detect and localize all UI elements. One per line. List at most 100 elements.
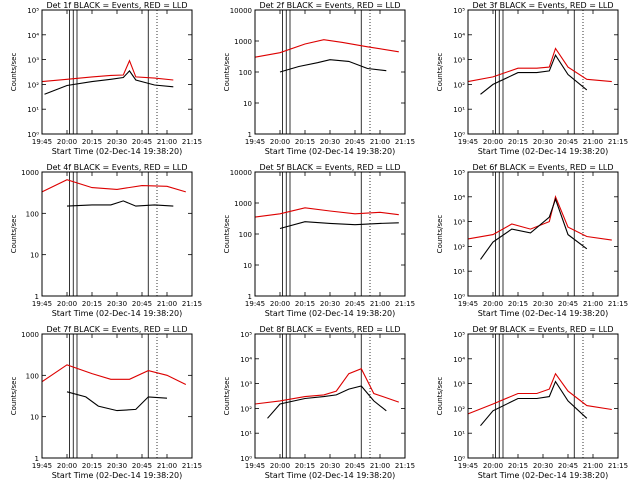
y-tick-label: 10² bbox=[240, 405, 252, 413]
panel-title: Det 8f BLACK = Events, RED = LLD bbox=[259, 325, 400, 334]
y-tick-label: 10⁵ bbox=[453, 331, 465, 339]
panel-det-3: Det 3f BLACK = Events, RED = LLD 10⁰ 10¹ 10… bbox=[436, 1, 628, 156]
x-tick-label: 21:00 bbox=[157, 462, 177, 470]
y-tick-label: 100 bbox=[26, 210, 39, 218]
x-tick-label: 21:00 bbox=[370, 138, 390, 146]
y-tick-label: 10⁰ bbox=[453, 293, 465, 301]
x-tick-label: 20:15 bbox=[508, 300, 528, 308]
y-tick-label: 10¹ bbox=[240, 430, 252, 438]
x-axis-title: Start Time (02-Dec-14 19:38:20) bbox=[265, 309, 396, 318]
panel-det-9: Det 9f BLACK = Events, RED = LLD 10⁰ 10¹ 10… bbox=[436, 325, 628, 480]
x-tick-label: 21:15 bbox=[608, 300, 628, 308]
x-tick-label: 20:30 bbox=[107, 138, 127, 146]
x-tick-label: 21:15 bbox=[182, 462, 202, 470]
panel-title: Det 1f BLACK = Events, RED = LLD bbox=[46, 1, 187, 10]
y-tick-label: 10² bbox=[27, 81, 39, 89]
x-tick-label: 20:00 bbox=[483, 462, 503, 470]
x-tick-label: 20:30 bbox=[320, 138, 340, 146]
y-tick-label: 10⁴ bbox=[27, 32, 39, 40]
x-tick-label: 20:45 bbox=[345, 462, 365, 470]
y-tick-label: 10⁴ bbox=[240, 356, 252, 364]
x-tick-label: 19:45 bbox=[245, 300, 265, 308]
panel-title: Det 5f BLACK = Events, RED = LLD bbox=[259, 163, 400, 172]
x-tick-label: 21:15 bbox=[395, 138, 415, 146]
x-tick-label: 21:15 bbox=[182, 138, 202, 146]
y-axis-title: Counts/sec bbox=[10, 215, 18, 254]
x-tick-label: 20:45 bbox=[132, 462, 152, 470]
x-tick-label: 19:45 bbox=[245, 462, 265, 470]
y-tick-label: 10⁵ bbox=[27, 7, 39, 15]
y-tick-label: 1 bbox=[248, 293, 252, 301]
y-tick-label: 1000 bbox=[21, 169, 39, 177]
panel-title: Det 2f BLACK = Events, RED = LLD bbox=[259, 1, 400, 10]
panel-title: Det 6f BLACK = Events, RED = LLD bbox=[472, 163, 613, 172]
y-axis-title: Counts/sec bbox=[436, 377, 444, 416]
y-tick-label: 1000 bbox=[21, 331, 39, 339]
x-tick-label: 20:15 bbox=[82, 462, 102, 470]
panel-det-1: Det 1f BLACK = Events, RED = LLD 10⁰ 10¹ 10… bbox=[10, 1, 202, 156]
x-tick-label: 20:30 bbox=[107, 462, 127, 470]
series-red-lld bbox=[41, 364, 187, 385]
series-black-events bbox=[44, 70, 174, 95]
y-tick-label: 10³ bbox=[453, 219, 465, 227]
x-tick-label: 19:45 bbox=[32, 300, 52, 308]
y-tick-label: 10 bbox=[243, 100, 252, 108]
x-tick-label: 19:45 bbox=[458, 462, 478, 470]
y-tick-label: 1 bbox=[35, 293, 39, 301]
series-black-events bbox=[480, 54, 588, 95]
y-axis-title: Counts/sec bbox=[223, 377, 231, 416]
y-tick-label: 10¹ bbox=[453, 106, 465, 114]
x-tick-label: 20:15 bbox=[82, 138, 102, 146]
plot-frame bbox=[254, 171, 406, 297]
panel-det-6: Det 6f BLACK = Events, RED = LLD 10⁰ 10¹ 10… bbox=[436, 163, 628, 318]
series-black-events bbox=[66, 200, 174, 207]
y-tick-label: 10¹ bbox=[27, 106, 39, 114]
x-tick-label: 19:45 bbox=[245, 138, 265, 146]
panel-title: Det 9f BLACK = Events, RED = LLD bbox=[472, 325, 613, 334]
y-tick-label: 10⁴ bbox=[453, 356, 465, 364]
x-axis-title: Start Time (02-Dec-14 19:38:20) bbox=[478, 471, 609, 480]
x-tick-label: 20:00 bbox=[270, 138, 290, 146]
x-tick-label: 20:00 bbox=[270, 300, 290, 308]
x-tick-label: 20:15 bbox=[508, 462, 528, 470]
series-red-lld bbox=[41, 179, 186, 193]
y-tick-label: 100 bbox=[26, 372, 39, 380]
panel-det-5: Det 5f BLACK = Events, RED = LLD 1 10 100 10… bbox=[223, 163, 415, 318]
x-tick-label: 20:45 bbox=[558, 300, 578, 308]
x-tick-label: 20:00 bbox=[57, 300, 77, 308]
plot-frame bbox=[41, 171, 193, 297]
x-axis-title: Start Time (02-Dec-14 19:38:20) bbox=[478, 147, 609, 156]
y-tick-label: 10³ bbox=[453, 57, 465, 65]
plot-frame bbox=[41, 333, 193, 459]
x-tick-label: 20:30 bbox=[533, 138, 553, 146]
x-tick-label: 21:15 bbox=[395, 462, 415, 470]
plot-frame bbox=[467, 171, 619, 297]
y-tick-label: 1 bbox=[248, 131, 252, 139]
x-tick-label: 21:00 bbox=[370, 462, 390, 470]
y-tick-label: 10000 bbox=[230, 7, 252, 15]
x-axis-title: Start Time (02-Dec-14 19:38:20) bbox=[52, 309, 183, 318]
y-tick-label: 10 bbox=[30, 414, 39, 422]
panel-det-8: Det 8f BLACK = Events, RED = LLD 10⁰ 10¹ 10… bbox=[223, 325, 415, 480]
y-axis-title: Counts/sec bbox=[223, 53, 231, 92]
x-tick-label: 20:30 bbox=[533, 462, 553, 470]
y-tick-label: 100 bbox=[239, 231, 252, 239]
x-tick-label: 19:45 bbox=[458, 300, 478, 308]
x-tick-label: 20:30 bbox=[320, 300, 340, 308]
x-tick-label: 21:15 bbox=[395, 300, 415, 308]
series-red-lld bbox=[467, 47, 612, 83]
x-tick-label: 20:45 bbox=[558, 462, 578, 470]
y-axis-title: Counts/sec bbox=[436, 53, 444, 92]
y-tick-label: 10⁴ bbox=[453, 32, 465, 40]
panel-title: Det 4f BLACK = Events, RED = LLD bbox=[46, 163, 187, 172]
panel-det-2: Det 2f BLACK = Events, RED = LLD 1 10 100 10… bbox=[223, 1, 415, 156]
x-tick-label: 20:00 bbox=[57, 462, 77, 470]
series-black-events bbox=[279, 59, 387, 73]
y-tick-label: 10⁰ bbox=[453, 455, 465, 463]
y-tick-label: 10³ bbox=[27, 57, 39, 65]
y-tick-label: 10² bbox=[453, 243, 465, 251]
x-tick-label: 20:30 bbox=[533, 300, 553, 308]
x-tick-label: 20:00 bbox=[57, 138, 77, 146]
